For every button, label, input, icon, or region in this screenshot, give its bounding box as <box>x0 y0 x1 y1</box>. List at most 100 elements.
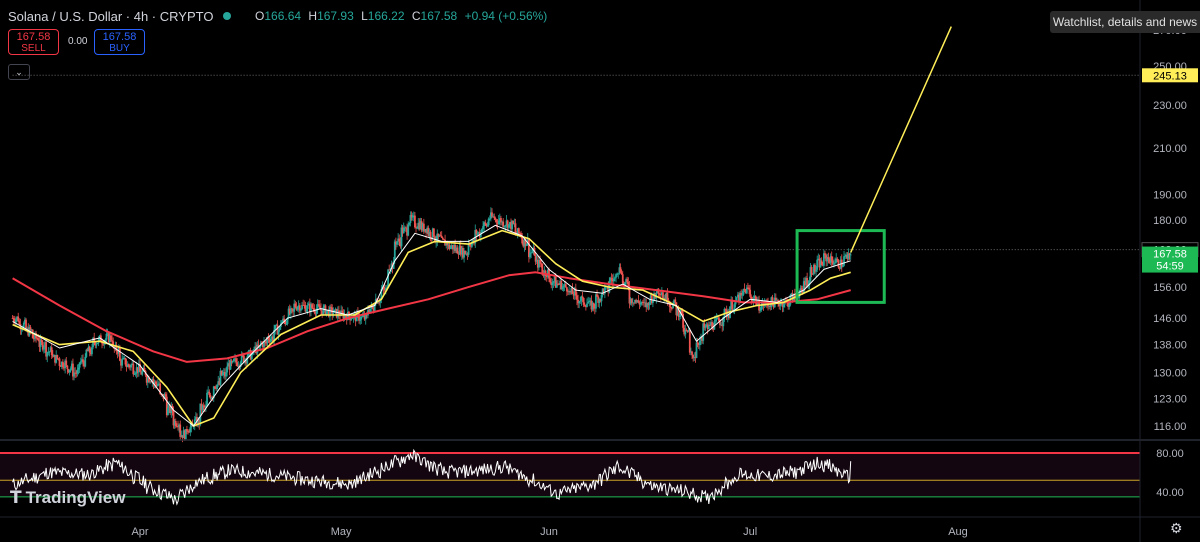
candle-55 <box>73 367 75 381</box>
candle-body <box>781 301 784 308</box>
candle-262 <box>304 301 307 313</box>
candle-body <box>488 218 491 220</box>
candle-body <box>486 225 489 227</box>
candle-body <box>690 351 692 353</box>
candle-body <box>327 309 330 317</box>
candle-468 <box>534 252 537 266</box>
price-label-bg <box>1142 68 1198 83</box>
candle-634 <box>720 321 722 326</box>
candle-515 <box>587 296 590 304</box>
gear-icon[interactable]: ⚙ <box>1170 520 1183 536</box>
candle-body <box>23 319 26 323</box>
candle-150 <box>179 420 182 441</box>
candle-560 <box>637 294 640 304</box>
candle-body <box>383 288 386 291</box>
candle-body <box>382 286 385 289</box>
candle-529 <box>602 288 605 296</box>
candle-6 <box>18 318 21 326</box>
candle-45 <box>61 359 64 370</box>
candle-body <box>203 406 206 408</box>
candle-345 <box>397 233 400 246</box>
candle-139 <box>167 403 169 416</box>
candle-body <box>494 218 497 220</box>
candle-body <box>258 346 261 348</box>
candle-238 <box>277 328 280 340</box>
y-tick-1: 123.00 <box>1153 394 1187 406</box>
candle-body <box>278 326 281 330</box>
candle-256 <box>297 300 300 313</box>
candle-body <box>245 359 248 364</box>
candle-body <box>744 289 747 294</box>
candle-456 <box>521 232 524 245</box>
sell-button[interactable]: 167.58 SELL <box>8 29 59 55</box>
candle-body <box>350 318 353 321</box>
buy-button[interactable]: 167.58 BUY <box>94 29 145 55</box>
spread-value: 0.00 <box>68 36 88 47</box>
candle-body <box>564 284 567 288</box>
candle-295 <box>341 306 344 314</box>
candle-body <box>268 340 271 343</box>
candle-601 <box>683 324 686 337</box>
candle-566 <box>644 298 647 308</box>
y-tick-2: 130.00 <box>1153 368 1187 380</box>
candle-76 <box>96 342 99 345</box>
candle-377 <box>432 228 435 238</box>
candle-527 <box>600 293 603 307</box>
candle-body <box>659 293 662 295</box>
y-tick-0: 116.00 <box>1154 421 1187 433</box>
candle-body <box>86 349 89 352</box>
candle-149 <box>178 423 181 433</box>
candle-542 <box>617 273 620 279</box>
candle-637 <box>723 307 726 322</box>
candle-body <box>731 301 734 311</box>
candle-body <box>46 352 49 357</box>
candle-360 <box>414 211 416 229</box>
candle-336 <box>387 268 389 289</box>
candle-body <box>200 403 203 411</box>
candle-444 <box>507 224 510 231</box>
candle-body <box>189 427 192 433</box>
candle-body <box>95 343 98 346</box>
candle-body <box>60 361 63 367</box>
watchlist-button[interactable]: Watchlist, details and news <box>1050 11 1200 33</box>
candle-body <box>800 288 803 290</box>
candle-body <box>640 302 643 303</box>
candle-body <box>830 256 833 261</box>
candle-body <box>237 365 240 367</box>
candle-body <box>106 333 109 335</box>
candle-123 <box>149 380 151 385</box>
candle-body <box>529 252 531 258</box>
candle-body <box>305 309 308 312</box>
candle-body <box>208 391 211 396</box>
candle-57 <box>75 370 78 378</box>
candle-497 <box>567 289 569 295</box>
candle-body <box>396 241 398 245</box>
candle-426 <box>487 217 490 227</box>
candle-body <box>149 381 151 383</box>
candle-body <box>74 372 77 374</box>
candle-746 <box>845 252 848 259</box>
y-tick-9: 210.00 <box>1153 143 1187 155</box>
candle-644 <box>731 296 734 312</box>
candle-525 <box>598 297 601 309</box>
candle-614 <box>697 342 700 349</box>
candle-body <box>153 381 156 384</box>
candle-body <box>410 215 413 218</box>
candle-body <box>831 260 834 265</box>
candle-body <box>403 227 406 229</box>
candle-56 <box>74 367 77 379</box>
collapse-chevron-icon[interactable]: ⌄ <box>8 64 30 80</box>
candle-body <box>85 349 88 357</box>
candle-body <box>572 293 575 296</box>
candle-body <box>40 339 43 343</box>
candle-body <box>377 302 379 304</box>
candle-194 <box>228 359 231 376</box>
symbol-label[interactable]: Solana / U.S. Dollar · 4h · CRYPTO <box>8 9 214 24</box>
candle-body <box>759 310 762 311</box>
candle-49 <box>66 365 69 375</box>
candle-body <box>660 292 663 295</box>
candle-body <box>514 223 517 234</box>
candle-body <box>517 228 520 233</box>
candle-630 <box>715 313 718 323</box>
